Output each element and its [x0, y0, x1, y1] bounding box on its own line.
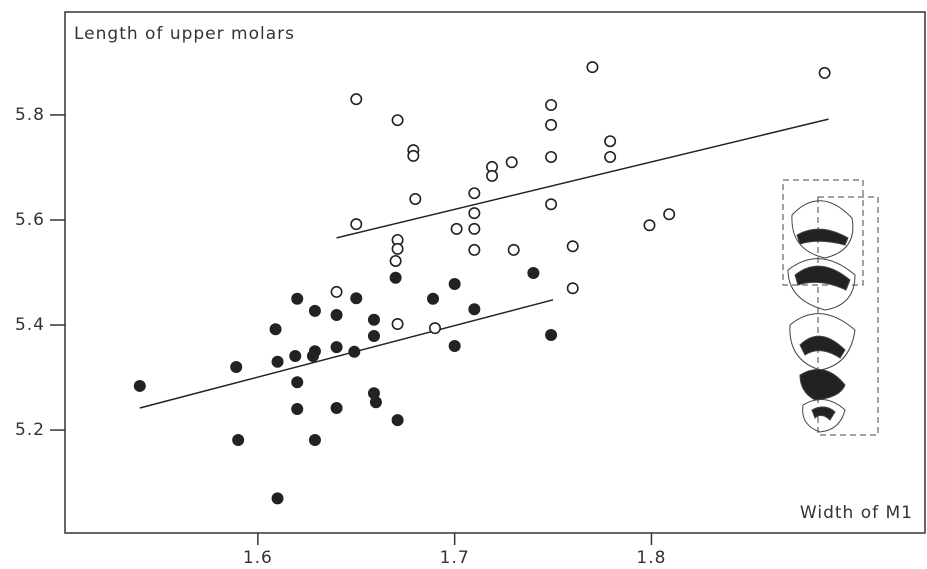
filled-point [309, 434, 321, 446]
filled-point [368, 330, 380, 342]
open-point [469, 208, 479, 218]
open-point [819, 68, 829, 78]
filled-point [331, 402, 343, 414]
open-point [487, 171, 497, 181]
regression-line [140, 300, 553, 408]
open-point [507, 157, 517, 167]
x-tick-label: 1.8 [636, 548, 666, 568]
filled-point [350, 292, 362, 304]
tooth-illustration [783, 180, 878, 435]
filled-point [368, 314, 380, 326]
open-point [410, 194, 420, 204]
filled-point [309, 305, 321, 317]
filled-point [272, 492, 284, 504]
filled-point [545, 329, 557, 341]
open-point [392, 244, 402, 254]
open-point [546, 199, 556, 209]
open-point [546, 152, 556, 162]
filled-point [348, 346, 360, 358]
filled-point [331, 341, 343, 353]
open-point [605, 136, 615, 146]
open-point [430, 323, 440, 333]
open-point [568, 283, 578, 293]
open-point [605, 152, 615, 162]
filled-point [309, 345, 321, 357]
filled-point [291, 293, 303, 305]
open-point [664, 209, 674, 219]
open-point [469, 224, 479, 234]
open-point [351, 94, 361, 104]
open-point [392, 319, 402, 329]
filled-point [230, 361, 242, 373]
filled-point [291, 403, 303, 415]
filled-point [291, 376, 303, 388]
filled-point [449, 278, 461, 290]
y-axis-label: Length of upper molars [74, 24, 295, 44]
filled-point [331, 309, 343, 321]
filled-point [270, 323, 282, 335]
y-tick-label: 5.8 [15, 105, 45, 125]
open-point [546, 100, 556, 110]
x-tick-label: 1.7 [440, 548, 470, 568]
filled-point [527, 267, 539, 279]
open-point [644, 220, 654, 230]
y-tick-label: 5.6 [15, 210, 45, 230]
open-point [451, 224, 461, 234]
regression-line [337, 119, 829, 238]
open-point [351, 219, 361, 229]
y-tick-label: 5.2 [15, 420, 45, 440]
plot-frame [65, 12, 925, 533]
open-point [392, 115, 402, 125]
filled-point [449, 340, 461, 352]
filled-point [232, 434, 244, 446]
filled-point [272, 356, 284, 368]
open-point [408, 151, 418, 161]
filled-point [134, 380, 146, 392]
open-point [508, 245, 518, 255]
open-point [390, 256, 400, 266]
open-point [568, 241, 578, 251]
open-point [587, 62, 597, 72]
filled-point [289, 350, 301, 362]
chart: Length of upper molars Width of M1 5.2 5.… [0, 0, 927, 569]
filled-point [468, 303, 480, 315]
x-axis-label: Width of M1 [800, 503, 913, 523]
filled-point [370, 396, 382, 408]
x-tick-label: 1.6 [243, 548, 273, 568]
filled-point [392, 414, 404, 426]
open-point [469, 188, 479, 198]
open-point [546, 120, 556, 130]
filled-point [427, 293, 439, 305]
open-point [469, 245, 479, 255]
y-tick-label: 5.4 [15, 315, 45, 335]
open-point [331, 287, 341, 297]
filled-point [390, 272, 402, 284]
